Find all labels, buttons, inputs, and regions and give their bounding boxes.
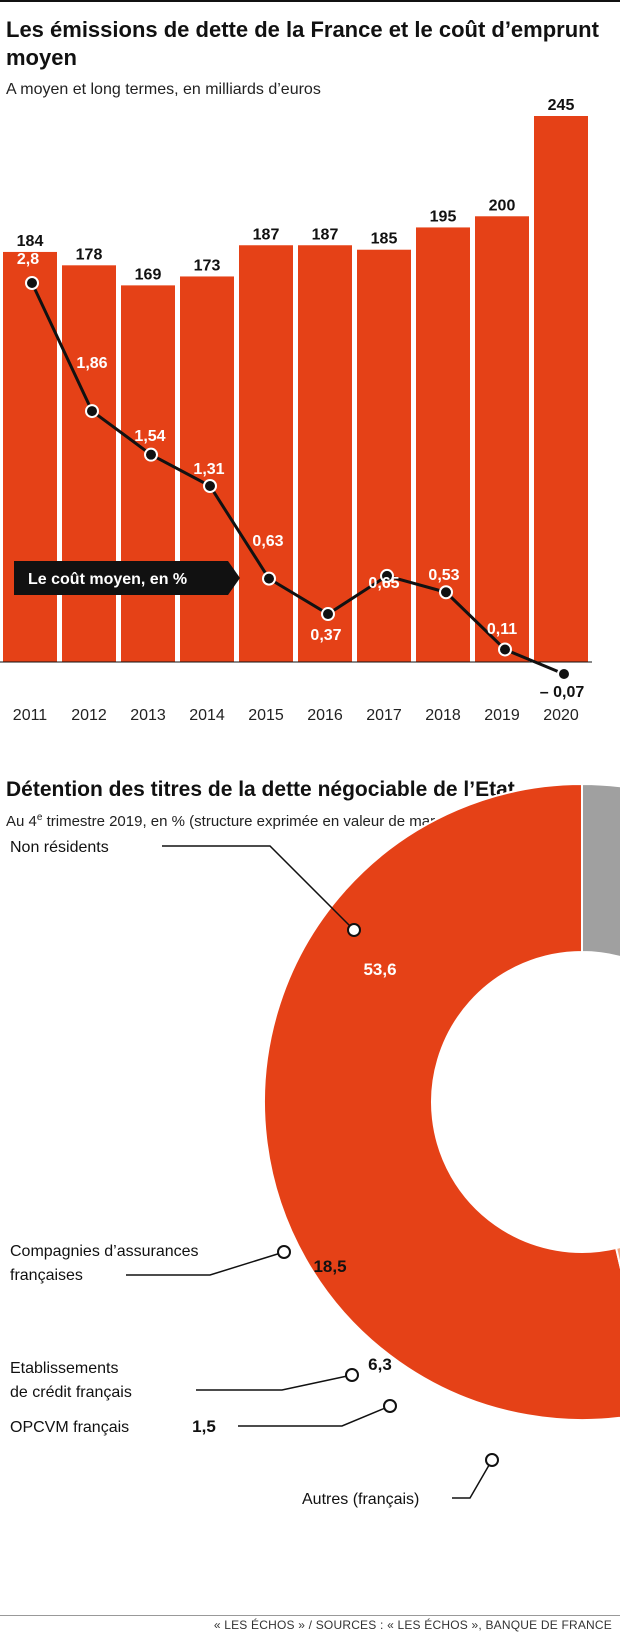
cost-point-2016 — [321, 607, 335, 622]
donut-value-2: 18,5 — [313, 1257, 346, 1276]
x-tick-2015: 2015 — [248, 707, 284, 724]
donut-slice-2 — [614, 1245, 620, 1270]
chart2-subtitle-prefix: Au 4 — [6, 813, 37, 830]
leader-dot-5 — [485, 1453, 499, 1467]
cost-label-2013: 1,54 — [134, 428, 165, 445]
chart2-subtitle-sup: e — [36, 812, 43, 823]
bar-2017 — [357, 249, 411, 662]
cost-label-2011: 2,8 — [17, 251, 39, 268]
x-tick-2018: 2018 — [425, 707, 461, 724]
line-legend-text: Le coût moyen, en % — [28, 571, 187, 588]
donut-label-3-line1: Etablissements — [10, 1360, 119, 1377]
cost-point-2018 — [439, 585, 453, 600]
x-tick-2019: 2019 — [484, 707, 520, 724]
bar-label-2015: 187 — [253, 226, 280, 243]
x-tick-2016: 2016 — [307, 707, 343, 724]
cost-point-2019 — [498, 642, 512, 657]
cost-point-2017 — [380, 568, 394, 583]
leader-dot-3 — [345, 1368, 359, 1382]
donut-label-2-line1: Compagnies d’assurances — [10, 1243, 199, 1260]
bar-2014 — [180, 276, 234, 662]
cost-label-2018: 0,53 — [428, 567, 459, 584]
leader-dot-4 — [383, 1399, 397, 1413]
debt-issuance-chart: 184 2011 178 2012 169 2013 173 2014 187 2015 187 20… — [0, 97, 592, 724]
cost-label-2015: 0,63 — [252, 533, 283, 550]
cost-point-2012 — [85, 404, 99, 419]
chart1-title-text: Les émissions de dette de la France et l… — [6, 17, 599, 70]
donut-label-1: Non résidents — [10, 839, 109, 856]
chart1-title: Les émissions de dette de la France et l… — [6, 16, 620, 72]
source-rule — [0, 1615, 620, 1616]
cost-label-2019: 0,11 — [487, 621, 517, 638]
bar-label-2020: 245 — [548, 97, 575, 114]
bar-2019 — [475, 216, 529, 663]
bar-label-2018: 195 — [430, 208, 457, 225]
donut-label-3-line2: de crédit français — [10, 1384, 132, 1401]
bar-label-2013: 169 — [135, 266, 162, 283]
bar-label-2019: 200 — [489, 197, 516, 214]
cost-label-2017: 0,65 — [368, 575, 399, 592]
leader-dot-1 — [347, 923, 361, 937]
line-legend-box — [14, 561, 240, 595]
leader-line-4 — [238, 1405, 391, 1427]
chart2-subtitle: Au 4e trimestre 2019, en % (structure ex… — [6, 808, 464, 832]
donut-slice-5 — [581, 782, 620, 958]
bar-2011 — [3, 251, 57, 662]
chart2-title: Détention des titres de la dette négocia… — [6, 778, 515, 801]
bar-label-2016: 187 — [312, 226, 339, 243]
cost-label-2016: 0,37 — [310, 627, 341, 644]
donut-value-1: 53,6 — [363, 960, 396, 979]
bar-2013 — [121, 285, 175, 662]
cost-point-2011 — [25, 276, 39, 290]
bar-2012 — [62, 265, 116, 662]
donut-value-5: 20 — [487, 1420, 506, 1439]
cost-label-2012: 1,86 — [76, 355, 107, 372]
x-tick-2017: 2017 — [366, 707, 402, 724]
cost-point-2014 — [203, 478, 217, 493]
leader-line-3 — [196, 1374, 353, 1391]
donut-slice-1 — [263, 782, 620, 1421]
bar-label-2011: 184 — [17, 233, 44, 250]
cost-label-2014: 1,31 — [193, 461, 224, 478]
leader-line-1 — [162, 845, 355, 931]
bar-label-2012: 178 — [76, 246, 103, 263]
donut-value-3: 6,3 — [368, 1355, 392, 1374]
cost-point-2020 — [557, 667, 571, 681]
cost-point-2015 — [262, 571, 276, 586]
x-tick-2014: 2014 — [189, 707, 225, 724]
cost-label-2020: – 0,07 — [540, 684, 585, 701]
x-tick-2020: 2020 — [543, 707, 579, 724]
cost-line — [30, 282, 565, 676]
x-tick-2012: 2012 — [71, 707, 107, 724]
x-tick-2013: 2013 — [130, 707, 166, 724]
cost-point-2013 — [144, 447, 158, 462]
bar-2020 — [534, 116, 588, 662]
leader-line-2 — [126, 1251, 285, 1276]
donut-value-4: 1,5 — [192, 1417, 216, 1436]
chart1-subtitle: A moyen et long termes, en milliards d’e… — [6, 81, 321, 98]
source-note: « LES ÉCHOS » / SOURCES : « LES ÉCHOS »,… — [213, 1618, 612, 1632]
donut-label-2-line2: françaises — [10, 1267, 83, 1284]
leader-dot-2 — [277, 1245, 291, 1259]
top-rule — [0, 0, 620, 2]
donut-label-5: Autres (français) — [302, 1491, 419, 1508]
x-tick-2011: 2011 — [13, 707, 48, 724]
bar-label-2014: 173 — [194, 257, 221, 274]
bar-2016 — [298, 245, 352, 662]
bar-2015 — [239, 245, 293, 662]
chart2-subtitle-suffix: trimestre 2019, en % (structure exprimée… — [42, 813, 465, 830]
leader-line-5 — [452, 1459, 493, 1499]
donut-label-4: OPCVM français — [10, 1419, 129, 1436]
bar-label-2017: 185 — [371, 231, 398, 248]
